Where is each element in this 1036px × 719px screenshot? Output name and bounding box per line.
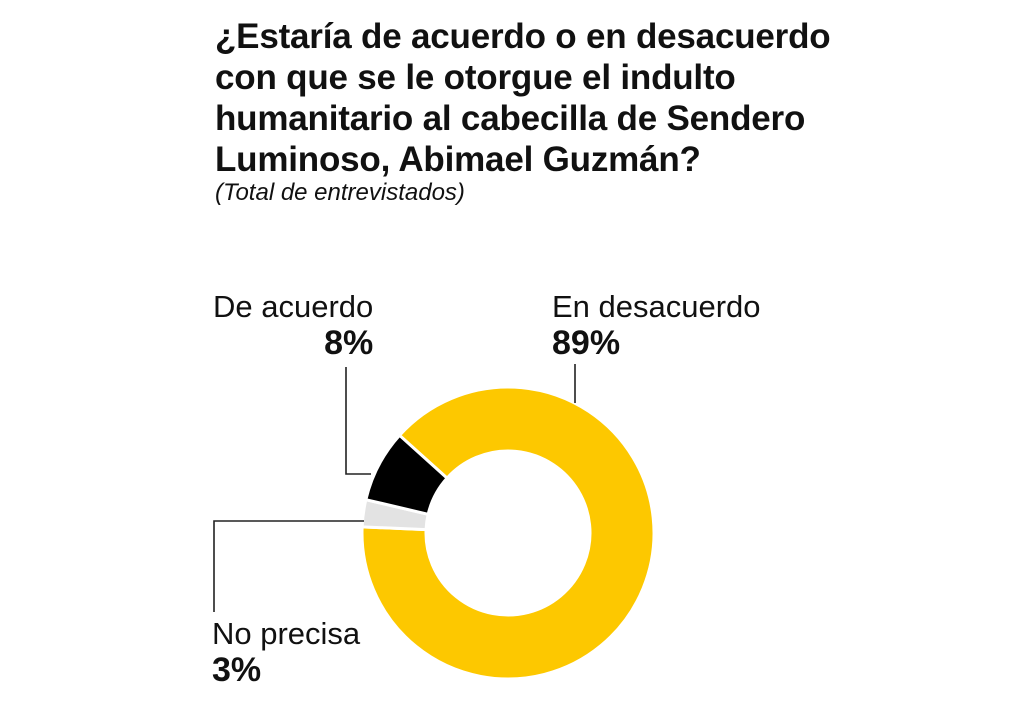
label-no-precisa-name: No precisa: [212, 616, 361, 651]
label-no-precisa: No precisa 3%: [212, 616, 361, 690]
label-de-acuerdo-value: 8%: [324, 324, 374, 362]
label-en-desacuerdo-value: 89%: [552, 324, 621, 362]
donut-slices: [360, 385, 656, 681]
leader-lines: [213, 364, 576, 612]
label-no-precisa-value: 3%: [212, 651, 262, 689]
label-de-acuerdo-name: De acuerdo: [213, 289, 374, 324]
chart-subtitle: (Total de entrevistados): [215, 179, 465, 206]
label-en-desacuerdo: En desacuerdo 89%: [552, 289, 761, 363]
label-de-acuerdo: De acuerdo 8%: [213, 289, 374, 363]
leader-line-no-precisa: [213, 520, 364, 612]
leader-line-de-acuerdo: [345, 367, 371, 475]
slice-en-desacuerdo: [360, 385, 656, 681]
chart-title: ¿Estaría de acuerdo o en desacuerdo con …: [215, 17, 831, 179]
slice-de-acuerdo: [364, 433, 449, 516]
label-en-desacuerdo-name: En desacuerdo: [552, 289, 761, 324]
